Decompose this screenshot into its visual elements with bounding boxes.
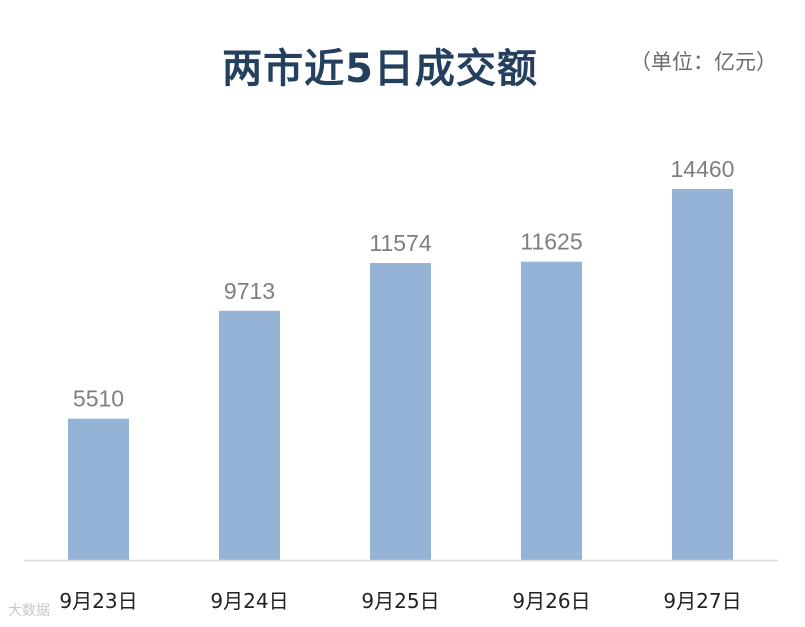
bar-5 — [672, 189, 733, 560]
chart-title: 两市近5日成交额 — [222, 46, 538, 92]
x-tick-label-4: 9月26日 — [512, 589, 590, 613]
watermark-text: 大数据 — [8, 603, 50, 619]
value-label-5: 14460 — [671, 156, 735, 182]
bar-1 — [68, 418, 129, 560]
value-label-4: 11625 — [520, 229, 582, 255]
x-tick-label-3: 9月25日 — [361, 589, 439, 613]
x-tick-label-5: 9月27日 — [663, 589, 741, 613]
value-label-3: 11574 — [369, 230, 431, 256]
watermark: 大数据 — [8, 600, 50, 620]
x-tick-labels-group: 9月23日 9月24日 9月25日 9月26日 9月27日 — [59, 589, 741, 613]
bar-3 — [370, 263, 431, 560]
value-label-2: 9713 — [224, 278, 275, 304]
value-labels-group: 5510 9713 11574 11625 14460 — [73, 156, 735, 412]
bar-4 — [521, 261, 582, 560]
bars-group — [68, 189, 733, 560]
x-tick-label-2: 9月24日 — [210, 589, 288, 613]
value-label-1: 5510 — [73, 386, 124, 412]
unit-label: （单位：亿元） — [630, 50, 777, 74]
bar-2 — [219, 310, 280, 560]
x-tick-label-1: 9月23日 — [59, 589, 137, 613]
